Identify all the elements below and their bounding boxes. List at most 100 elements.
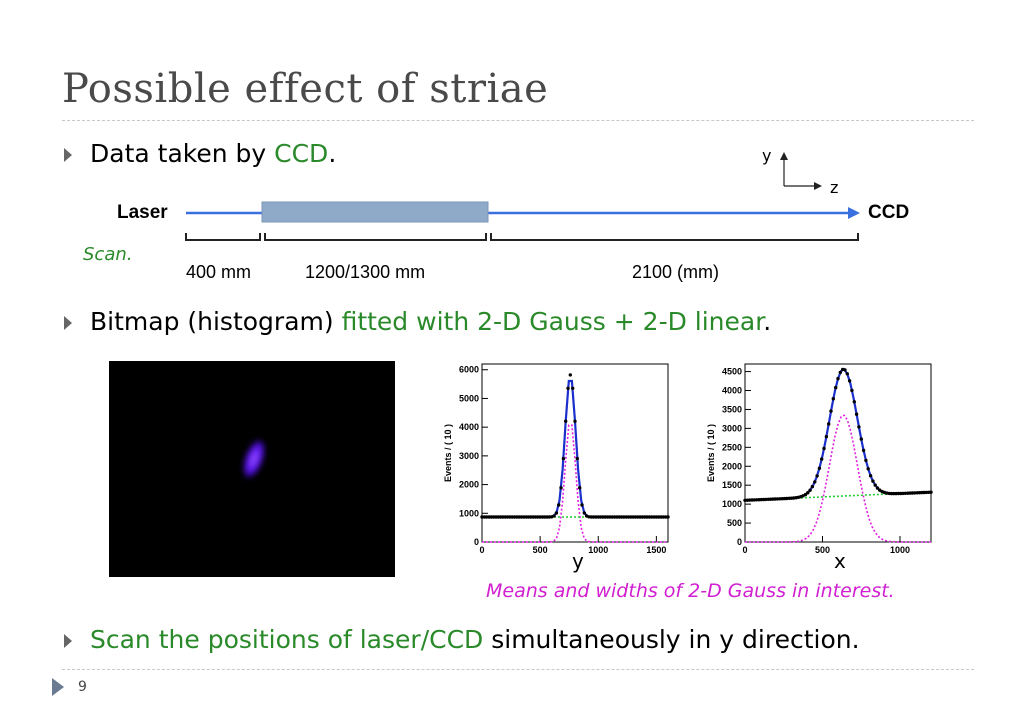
y-tick-label: 1500: [722, 480, 742, 490]
bullet-3-text: simultaneously in y direction.: [483, 625, 860, 654]
data-point: [559, 486, 563, 490]
data-point: [575, 456, 579, 461]
footer-arrow-icon: [52, 678, 64, 696]
data-point: [554, 511, 559, 515]
beam-arrow-icon: [848, 207, 860, 219]
y-tick-label: 2500: [722, 442, 742, 452]
data-point: [573, 419, 577, 423]
y-axis-arrow-icon: [780, 152, 788, 160]
data-point: [864, 458, 868, 463]
bullet-1-ccd: CCD: [274, 139, 329, 168]
data-point: [622, 515, 626, 519]
data-point: [501, 515, 505, 519]
data-point: [852, 400, 856, 404]
title-divider: [62, 120, 974, 121]
data-point: [868, 474, 873, 478]
page-number: 9: [78, 679, 87, 695]
data-point: [815, 474, 819, 478]
data-point: [803, 492, 808, 497]
y-tick-label: 0: [737, 537, 742, 547]
bullet-1-period: .: [328, 139, 337, 168]
x-tick-label: 0: [479, 545, 484, 555]
data-point: [775, 497, 780, 501]
data-point: [552, 514, 556, 518]
y-tick-label: 5000: [459, 393, 479, 403]
x-tick-label: 0: [742, 545, 747, 555]
data-point: [829, 409, 833, 413]
laser-spot: [238, 437, 270, 481]
data-point: [871, 479, 875, 483]
x-tick-label: 500: [815, 545, 830, 555]
data-point: [861, 448, 866, 453]
data-point: [875, 486, 880, 490]
footer-divider: [62, 669, 974, 670]
bracket-2100: [490, 233, 859, 241]
data-point: [827, 422, 831, 426]
scan-label: Scan.: [83, 244, 133, 265]
data-point: [615, 515, 619, 519]
data-point: [538, 515, 542, 519]
gauss-component-line: [745, 414, 931, 543]
data-point: [764, 497, 768, 502]
data-point: [564, 419, 568, 423]
axis-y-label: y: [762, 146, 772, 165]
data-point: [834, 385, 838, 390]
data-point: [847, 379, 852, 383]
data-point: [903, 491, 908, 495]
data-point: [845, 372, 849, 376]
data-point: [578, 486, 582, 490]
slide-title: Possible effect of striae: [62, 66, 549, 112]
y-tick-label: 2000: [459, 480, 479, 490]
ccd-bitmap-image: [109, 361, 395, 577]
y-tick-label: 3500: [722, 404, 742, 414]
x-tick-label: 1500: [646, 545, 666, 555]
linear-component-line: [744, 491, 932, 502]
bullet-2-fit: fitted with 2-D Gauss + 2-D linear: [341, 307, 764, 336]
y-tick-label: 0: [474, 537, 479, 547]
data-point: [843, 368, 847, 372]
bullet-3: Scan the positions of laser/CCD simultan…: [90, 625, 860, 654]
data-point: [747, 498, 752, 502]
histogram-y-chart: 0 1000 2000 3000 4000 5000 6000 0 500 1000 1500 Eve…: [443, 363, 670, 555]
data-point: [661, 515, 665, 519]
y-axis-label: Events / ( 10 ): [443, 424, 453, 482]
distance-2100: 2100 (mm): [632, 262, 720, 282]
gauss-component-line: [482, 424, 668, 543]
data-point: [831, 397, 835, 401]
bracket-400: [185, 233, 261, 241]
y-tick-label: 500: [727, 518, 742, 528]
data-point: [808, 488, 812, 492]
data-point: [929, 490, 933, 494]
y-tick-label: 1000: [459, 508, 479, 518]
distance-1200: 1200/1300 mm: [305, 262, 426, 282]
data-point: [580, 503, 584, 507]
data-point: [484, 515, 489, 519]
data-point: [873, 483, 877, 487]
caption: Means and widths of 2-D Gauss in interes…: [486, 580, 895, 602]
data-point: [633, 515, 638, 519]
y-tick-label: 4000: [722, 386, 742, 396]
data-point: [822, 446, 826, 451]
data-point: [571, 386, 575, 390]
y-tick-label: 2000: [722, 461, 742, 471]
bullet-arrow-icon: [64, 634, 72, 648]
data-point: [820, 457, 824, 461]
plot-frame: [744, 363, 932, 543]
data-point: [582, 511, 586, 515]
data-point: [817, 466, 822, 470]
data-point: [566, 386, 570, 390]
bullet-3-scan: Scan the positions of laser/CCD: [90, 625, 484, 654]
x-tick-label: 1000: [588, 545, 608, 555]
bullet-2-text: Bitmap (histogram): [90, 307, 342, 336]
data-point: [859, 437, 863, 441]
x-tick-label: 1000: [890, 545, 910, 555]
data-point: [529, 515, 533, 519]
chart-x-xlabel: x: [834, 549, 846, 573]
bullet-1: Data taken by CCD.: [90, 139, 336, 168]
bracket-1200: [264, 233, 487, 241]
data-point: [561, 456, 566, 461]
data-point: [850, 388, 854, 393]
data-point: [594, 515, 598, 519]
data-point: [491, 515, 496, 519]
data-point: [836, 376, 840, 381]
